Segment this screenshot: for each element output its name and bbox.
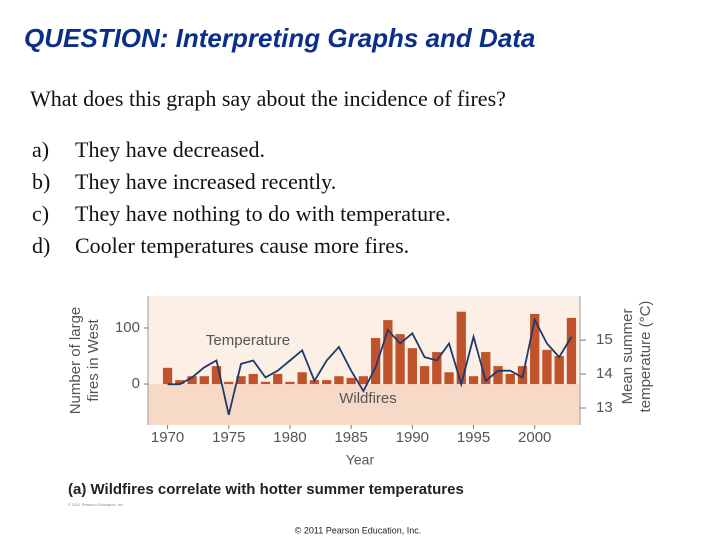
y-axis-label: Number of large [67, 307, 84, 415]
bar [187, 376, 197, 385]
bar [236, 376, 246, 385]
bar [273, 373, 283, 385]
x-tick-label: 2000 [518, 429, 551, 446]
option-letter: a) [32, 137, 49, 162]
x-tick-label: 1970 [151, 429, 184, 446]
bar [297, 372, 307, 385]
bar [432, 352, 442, 385]
y2-tick-label: 15 [596, 331, 613, 348]
y-axis-label: fires in West [85, 319, 102, 402]
line [167, 317, 573, 416]
y2-axis-label: Mean summer [619, 309, 636, 405]
x-axis-label: Year [346, 452, 375, 468]
bar [211, 366, 222, 385]
bar [566, 317, 577, 385]
option-text: Cooler temperatures cause more fires. [75, 233, 409, 258]
option-text: They have nothing to do with temperature… [75, 201, 451, 226]
bar [530, 313, 540, 385]
bar [370, 338, 381, 385]
y2-axis-label: temperature (°C) [637, 301, 654, 413]
bar [248, 373, 258, 385]
option-letter: d) [32, 233, 50, 258]
y2-tick-label: 14 [596, 365, 613, 382]
bar [419, 366, 430, 385]
x-tick-label: 1985 [334, 429, 367, 446]
bar [224, 381, 234, 385]
footer: © 2011 Pearson Education, Inc. [295, 525, 422, 535]
x-tick-label: 1995 [457, 429, 490, 446]
bar [395, 334, 405, 385]
option-letter: c) [32, 201, 49, 226]
bar [162, 367, 173, 385]
bar [383, 320, 393, 385]
bar [468, 376, 479, 385]
bar [346, 377, 356, 385]
bar [334, 376, 344, 385]
bar [358, 376, 369, 385]
bar [554, 356, 564, 385]
y2-tick-label: 13 [596, 399, 613, 416]
slide-title: QUESTION: Interpreting Graphs and Data [24, 23, 535, 53]
option-letter: b) [32, 169, 50, 194]
bar [322, 380, 332, 385]
bar [285, 381, 295, 385]
bar [456, 311, 466, 385]
bar [199, 376, 209, 385]
bar [542, 349, 552, 385]
y-tick-label: 100 [115, 319, 140, 336]
y-tick-label: 0 [132, 375, 140, 392]
x-tick-label: 1975 [212, 429, 245, 446]
bar [444, 372, 454, 385]
bar [260, 381, 271, 385]
annotation: Temperature [206, 332, 290, 349]
option-text: They have increased recently. [75, 169, 336, 194]
question: What does this graph say about the incid… [30, 86, 506, 111]
bar [505, 373, 515, 385]
annotation: Wildfires [339, 390, 397, 407]
credit: © 2011 Pearson Education, Inc. [68, 502, 124, 507]
x-tick-label: 1990 [396, 429, 429, 446]
option-text: They have decreased. [75, 137, 265, 162]
x-tick-label: 1980 [273, 429, 306, 446]
bar [493, 366, 503, 385]
bar [481, 352, 491, 385]
caption: (a) Wildfires correlate with hotter summ… [68, 481, 464, 498]
bar [175, 380, 185, 385]
bar [407, 348, 417, 385]
